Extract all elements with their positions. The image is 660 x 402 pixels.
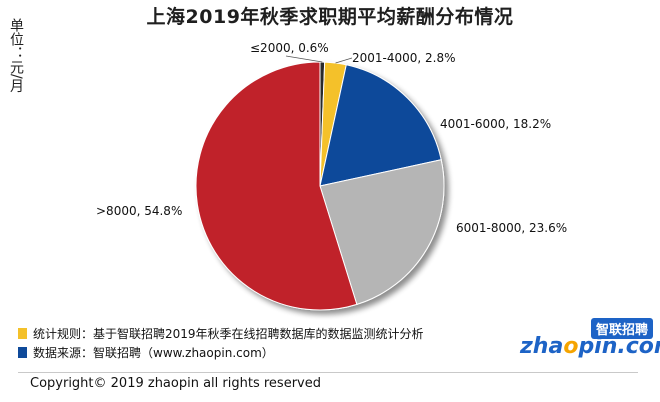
- pie-slice-6001-8000: [319, 159, 445, 306]
- legend-item-rule: 统计规则：基于智联招聘2019年秋季在线招聘数据库的数据监测统计分析: [18, 324, 424, 343]
- pie-chart: ≤2000, 0.6% 2001-4000, 2.8% 4001-6000, 1…: [96, 41, 567, 311]
- unit-label: 单位：元/月: [8, 18, 24, 93]
- legend: 统计规则：基于智联招聘2019年秋季在线招聘数据库的数据监测统计分析 数据来源：…: [18, 324, 424, 362]
- logo-chinese: 智联招聘: [590, 318, 653, 339]
- slice-label-gt8000: >8000, 54.8%: [96, 204, 182, 218]
- legend-swatch-blue: [18, 347, 27, 358]
- pie-slice-4001-6000: [319, 64, 442, 187]
- legend-swatch-yellow: [18, 328, 27, 339]
- slice-label-6001-8000: 6001-8000, 23.6%: [456, 221, 567, 235]
- leader-line-le2000: [285, 55, 323, 63]
- leader-line-2001-4000: [335, 57, 353, 64]
- divider: [18, 372, 638, 373]
- legend-item-source: 数据来源：智联招聘（www.zhaopin.com）: [18, 343, 424, 362]
- chart-title: 上海2019年秋季求职期平均薪酬分布情况: [146, 6, 514, 28]
- legend-text-source: 数据来源：智联招聘（www.zhaopin.com）: [33, 346, 274, 360]
- slice-label-4001-6000: 4001-6000, 18.2%: [440, 117, 551, 131]
- copyright: Copyright© 2019 zhaopin all rights reser…: [30, 376, 321, 391]
- logo-english: zhaopin.com: [520, 334, 660, 359]
- zhaopin-logo: 智联招聘 zhaopin.com: [520, 318, 660, 364]
- slice-label-le2000: ≤2000, 0.6%: [250, 41, 329, 55]
- slice-label-2001-4000: 2001-4000, 2.8%: [352, 51, 456, 65]
- legend-text-rule: 统计规则：基于智联招聘2019年秋季在线招聘数据库的数据监测统计分析: [33, 327, 424, 341]
- pie-slice-gt8000: [195, 61, 358, 311]
